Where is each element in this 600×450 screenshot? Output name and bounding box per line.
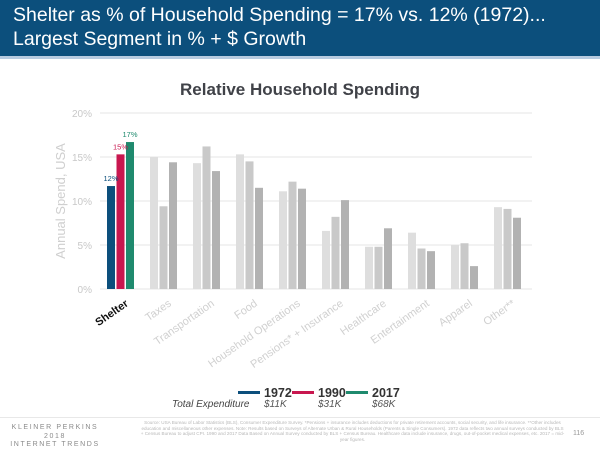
bar-1990 xyxy=(116,154,125,289)
chart-title: Relative Household Spending xyxy=(180,80,420,99)
category-label: Apparel xyxy=(437,298,475,330)
category-label: Other** xyxy=(481,297,518,328)
bar-1990 xyxy=(374,246,383,289)
slide-title-line-1: Shelter as % of Household Spending = 17%… xyxy=(13,4,546,26)
y-tick-label: 5% xyxy=(78,241,93,252)
legend: 1972 $11K 1990 $31K 2017 $68K xyxy=(0,386,600,412)
category-label: Taxes xyxy=(143,297,174,324)
bar-1972 xyxy=(107,186,115,289)
bar-1972 xyxy=(365,246,373,289)
y-tick-label: 15% xyxy=(72,153,92,164)
brand-line-2: 2018 xyxy=(44,432,66,440)
bar-1972 xyxy=(150,157,158,289)
bar-1972 xyxy=(193,163,201,289)
legend-label-2017: 2017 xyxy=(372,386,400,400)
y-tick-label: 20% xyxy=(72,109,92,120)
y-tick-label: 10% xyxy=(72,197,92,208)
bar-1972 xyxy=(322,230,330,289)
slide-title-line-2: Largest Segment in % + $ Growth xyxy=(13,28,307,50)
bar-2017 xyxy=(470,266,478,289)
page-number: 116 xyxy=(573,430,585,437)
brand-line-3: INTERNET TRENDS xyxy=(10,441,100,448)
legend-label-1972: 1972 xyxy=(264,386,292,400)
legend-label-1990: 1990 xyxy=(318,386,346,400)
category-label: Food xyxy=(232,298,259,322)
bar-1990 xyxy=(245,161,254,289)
bar-1972 xyxy=(494,207,502,289)
data-label: 15% xyxy=(113,142,128,151)
bar-1972 xyxy=(236,154,244,289)
y-tick-label: 0% xyxy=(78,285,93,296)
legend-swatch-1972 xyxy=(238,391,260,394)
y-axis-label: Annual Spend, USA xyxy=(53,143,68,259)
category-label: Shelter xyxy=(93,297,131,329)
bar-1972 xyxy=(408,232,416,289)
bar-2017 xyxy=(341,200,349,289)
bar-2017 xyxy=(513,217,521,289)
legend-total-1972: $11K xyxy=(264,399,287,410)
legend-swatch-1990 xyxy=(292,391,314,394)
bar-1990 xyxy=(417,248,426,289)
legend-swatch-2017 xyxy=(346,391,368,394)
bar-1990 xyxy=(331,216,340,289)
data-label: 12% xyxy=(103,174,118,183)
bar-1990 xyxy=(202,146,211,289)
source-note: Source: USA Bureau of Labor Statistics (… xyxy=(140,420,565,442)
data-label: 17% xyxy=(122,130,137,139)
bar-2017 xyxy=(255,187,263,289)
bar-2017 xyxy=(212,171,220,289)
bar-1990 xyxy=(288,181,297,289)
legend-total-1990: $31K xyxy=(318,399,342,410)
bar-1972 xyxy=(279,191,287,289)
legend-total-2017: $68K xyxy=(372,399,396,410)
bar-1990 xyxy=(460,243,469,289)
footer-divider xyxy=(0,417,600,418)
brand-logo: KLEINER PERKINS 2018 INTERNET TRENDS xyxy=(8,424,102,450)
bar-1972 xyxy=(451,245,459,289)
bar-2017 xyxy=(298,188,306,289)
bar-1990 xyxy=(159,206,168,289)
slide-header: Shelter as % of Household Spending = 17%… xyxy=(0,0,600,59)
bar-2017 xyxy=(384,228,392,289)
bar-2017 xyxy=(169,162,177,289)
bar-2017 xyxy=(427,251,435,289)
bar-1990 xyxy=(503,208,512,289)
bar-2017 xyxy=(126,142,134,289)
total-expenditure-label: Total Expenditure xyxy=(172,399,250,410)
brand-line-1: KLEINER PERKINS xyxy=(11,424,99,431)
